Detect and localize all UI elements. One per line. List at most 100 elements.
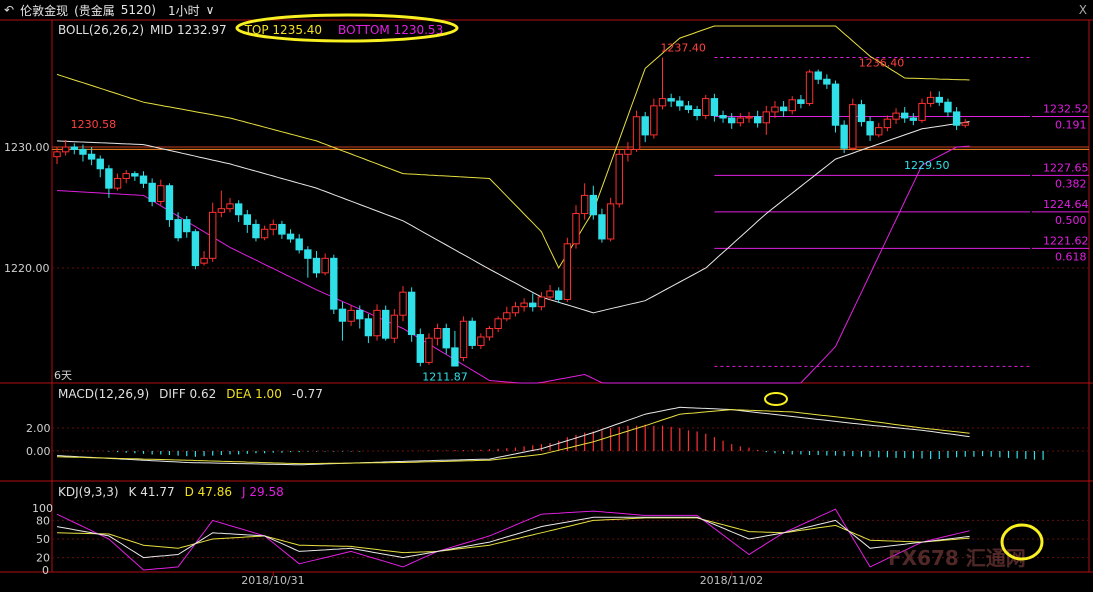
candle-body [200, 257, 208, 264]
candle-body [632, 116, 641, 150]
candle-body [762, 111, 770, 124]
candle-body [105, 168, 113, 189]
candle-body [909, 117, 918, 121]
candle-body [641, 116, 649, 136]
candle-body [278, 223, 286, 235]
candle-body [598, 214, 606, 240]
candle-body [459, 320, 468, 359]
low-price-label: 1211.87 [422, 370, 468, 383]
chevron-down-icon[interactable]: ∨ [205, 3, 215, 17]
candle-body [840, 124, 848, 149]
candle-body [183, 219, 191, 233]
candle-body [710, 98, 719, 117]
candle-body [952, 111, 961, 126]
period-selector[interactable]: 1小时 [168, 3, 200, 18]
candle-body [79, 148, 87, 155]
swing-low-label: 1229.50 [904, 159, 950, 172]
candle-body [295, 238, 303, 251]
candle-body [503, 312, 511, 320]
fib-price-label: 1224.64 [1043, 198, 1089, 211]
highlight-ellipse-top-bottom [235, 13, 459, 43]
fib-ratio-label: 0.191 [1055, 119, 1087, 132]
kdj-tick-label: 0 [42, 564, 49, 577]
candle-body [148, 182, 156, 202]
candle-body [364, 318, 373, 337]
candle-body [624, 148, 632, 155]
macd-value-label: -0.77 [291, 387, 323, 401]
candle-body [157, 185, 165, 202]
candle-body [511, 306, 520, 314]
candle-body [451, 347, 459, 367]
price-tick-label: 1220.00 [4, 262, 50, 275]
candle-body [684, 105, 693, 110]
candle-body [70, 146, 78, 150]
candle-body [312, 257, 321, 274]
candle-body [269, 223, 277, 230]
fib-ratio-label: 0.500 [1055, 214, 1087, 227]
highlight-ellipse-macd-cross [764, 392, 788, 406]
candle-body [433, 328, 442, 339]
symbol-name[interactable]: 伦敦金现 [20, 3, 69, 18]
candle-body [96, 158, 104, 170]
candle-body [797, 99, 805, 104]
kdj-tick-label: 100 [32, 502, 53, 515]
candle-body [217, 208, 226, 213]
candle-body [866, 121, 874, 136]
candle-body [113, 177, 122, 189]
candle-body [442, 328, 450, 349]
boll-top-line [56, 25, 970, 270]
symbol-code: 5120) [120, 3, 156, 17]
candle-body [338, 308, 347, 322]
kdj-k-line [56, 516, 970, 559]
candle-body [382, 309, 390, 339]
dea-label: DEA 1.00 [226, 387, 282, 401]
candle-body [926, 96, 935, 104]
candle-body [849, 104, 857, 149]
candle-body [901, 112, 909, 119]
candle-body [416, 334, 425, 363]
candle-body [243, 214, 252, 225]
candle-body [485, 328, 494, 338]
candle-body [53, 151, 61, 158]
candle-body [520, 302, 528, 308]
candle-body [676, 100, 684, 107]
candle-body [944, 101, 952, 113]
candle-body [883, 118, 892, 129]
candle-body [788, 99, 796, 112]
back-arrow-icon[interactable]: ↶ [4, 3, 15, 17]
candle-body [373, 309, 381, 337]
kdj-j-line [56, 508, 970, 571]
candle-body [555, 290, 563, 300]
candle-body [892, 112, 900, 120]
price-tick-label: 1230.00 [4, 141, 50, 154]
candle-body [728, 117, 736, 124]
candle-body [615, 153, 623, 205]
fib-price-label: 1221.62 [1043, 234, 1089, 247]
kdj-tick-label: 80 [36, 514, 50, 527]
candle-body [857, 104, 866, 123]
candle-body [529, 302, 537, 308]
candle-body [468, 320, 476, 346]
macd-dea-line [56, 409, 970, 465]
top-label: TOP 1235.40 [244, 23, 323, 37]
boll-label[interactable]: BOLL(26,26,2) [58, 23, 145, 37]
kdj-label[interactable]: KDJ(9,3,3) [58, 485, 119, 499]
candle-body [650, 105, 658, 136]
candle-body [61, 146, 70, 153]
candle-body [330, 257, 338, 310]
candle-body [814, 71, 822, 80]
candle-body [702, 98, 710, 117]
candle-body [572, 213, 580, 245]
fib-price-label: 1227.65 [1043, 161, 1089, 174]
candle-body [477, 336, 485, 346]
days-label: 6天 [54, 369, 72, 382]
close-icon[interactable]: X [1078, 3, 1087, 17]
macd-label[interactable]: MACD(12,26,9) [58, 387, 150, 401]
boll-info-row: BOLL(26,26,2) MID 1232.97 TOP 1235.40 BO… [58, 23, 443, 37]
date-label: 2018/11/02 [700, 574, 763, 587]
boll-mid-line [56, 121, 970, 314]
candle-body [347, 309, 355, 322]
candle-body [805, 71, 814, 104]
candle-body [399, 291, 407, 316]
